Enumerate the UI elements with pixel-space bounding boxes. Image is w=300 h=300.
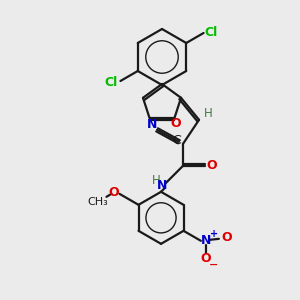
Text: O: O bbox=[170, 117, 181, 130]
Text: +: + bbox=[210, 229, 218, 239]
Text: Cl: Cl bbox=[105, 76, 118, 88]
Text: O: O bbox=[108, 186, 119, 199]
Text: O: O bbox=[221, 231, 232, 244]
Text: C: C bbox=[172, 134, 182, 147]
Text: CH₃: CH₃ bbox=[87, 197, 108, 207]
Text: H: H bbox=[152, 174, 160, 187]
Text: N: N bbox=[147, 118, 157, 131]
Text: O: O bbox=[200, 252, 211, 265]
Text: O: O bbox=[207, 159, 217, 172]
Text: Cl: Cl bbox=[204, 26, 217, 38]
Text: H: H bbox=[204, 107, 212, 120]
Text: N: N bbox=[201, 234, 211, 247]
Text: −: − bbox=[209, 260, 218, 270]
Text: N: N bbox=[157, 179, 167, 192]
